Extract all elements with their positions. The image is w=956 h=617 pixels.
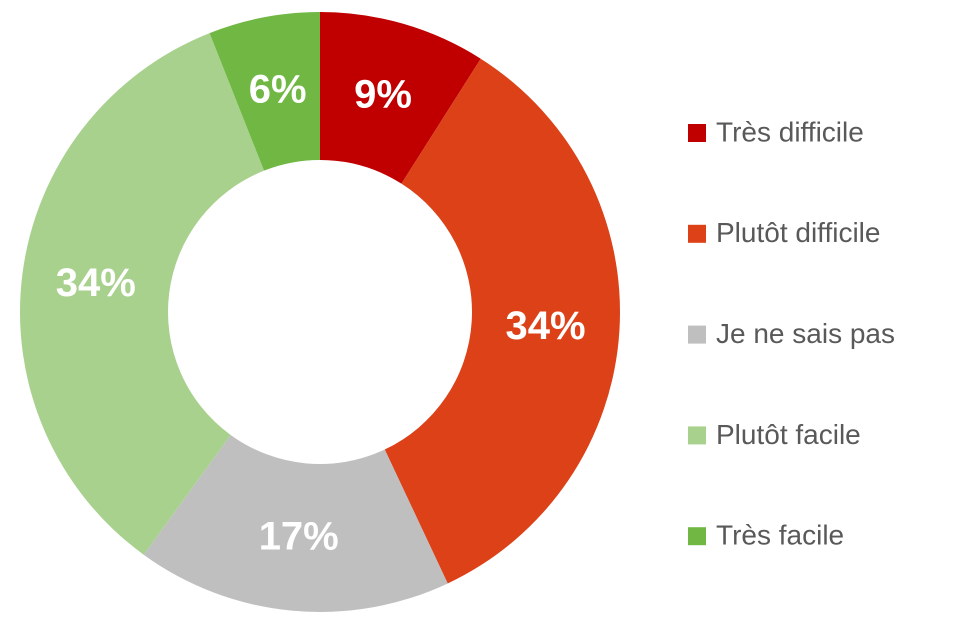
legend-swatch [688,527,706,546]
legend-label: Plutôt facile [716,419,861,450]
donut-slice [143,434,448,613]
data-label: 17% [259,515,339,559]
donut-slice [209,12,320,171]
data-label: 9% [354,73,412,117]
legend-label: Plutôt difficile [716,217,880,248]
donut-slice [19,33,265,555]
donut-slice [320,12,481,184]
legend-label: Très difficile [716,116,864,147]
legend-swatch [688,124,706,142]
legend-label: Je ne sais pas [716,318,895,349]
legend-swatch [688,224,706,243]
donut-slice [384,58,620,584]
legend-swatch [688,426,706,445]
data-label: 34% [506,304,586,348]
data-label: 34% [56,261,136,305]
data-label: 6% [249,68,307,112]
legend-label: Très facile [716,520,844,551]
legend-swatch [688,325,706,344]
